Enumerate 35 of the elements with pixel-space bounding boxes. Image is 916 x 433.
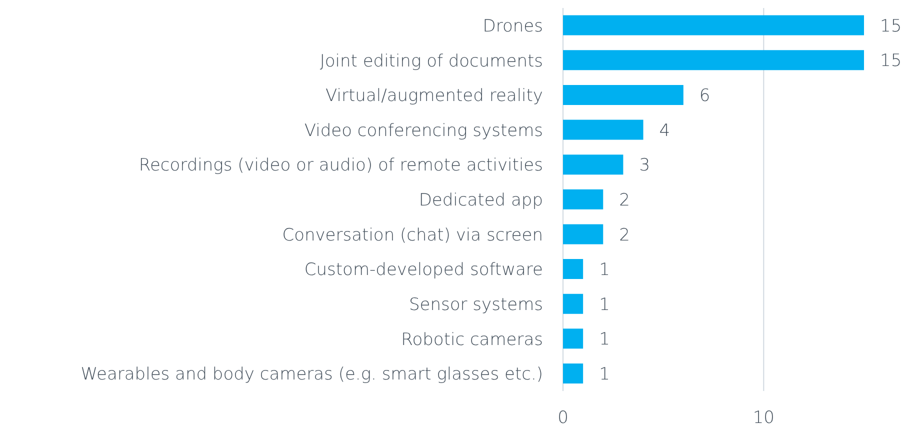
y-tick-label: Recordings (video or audio) of remote activities (138, 156, 543, 176)
bar (563, 259, 584, 280)
x-tick-label: 0 (558, 408, 568, 428)
bar (563, 363, 584, 384)
data-label: 1 (599, 364, 610, 385)
y-tick-label: Video conferencing systems (304, 120, 543, 141)
y-tick-label: Virtual/augmented reality (326, 86, 543, 106)
data-label: 15 (880, 51, 902, 72)
bar (563, 15, 864, 36)
data-label: 3 (639, 156, 650, 176)
y-tick-label: Wearables and body cameras (e.g. smart glasses etc.) (80, 364, 543, 385)
bar (563, 50, 864, 70)
y-tick-label: Sensor systems (409, 294, 543, 315)
data-label: 2 (619, 190, 630, 210)
y-tick-label: Robotic cameras (401, 330, 543, 350)
y-tick-label: Conversation (chat) via screen (282, 225, 543, 246)
data-label: 1 (599, 294, 610, 315)
x-tick-label: 10 (752, 408, 774, 428)
bar (563, 84, 684, 105)
bar (563, 154, 624, 175)
y-tick-label: Custom-developed software (304, 260, 543, 280)
bar (563, 224, 604, 244)
y-tick-label: Joint editing of documents (320, 51, 543, 72)
y-tick-label: Dedicated app (418, 190, 543, 211)
data-label: 15 (880, 16, 902, 36)
data-label: 6 (699, 86, 710, 106)
y-tick-label: Drones (482, 16, 543, 36)
data-label: 2 (619, 225, 630, 246)
bar (563, 189, 604, 210)
data-label: 4 (659, 120, 670, 141)
bar (563, 294, 584, 314)
data-label: 1 (599, 330, 610, 350)
data-label: 1 (599, 260, 610, 280)
bar (563, 328, 584, 349)
bar (563, 120, 644, 140)
